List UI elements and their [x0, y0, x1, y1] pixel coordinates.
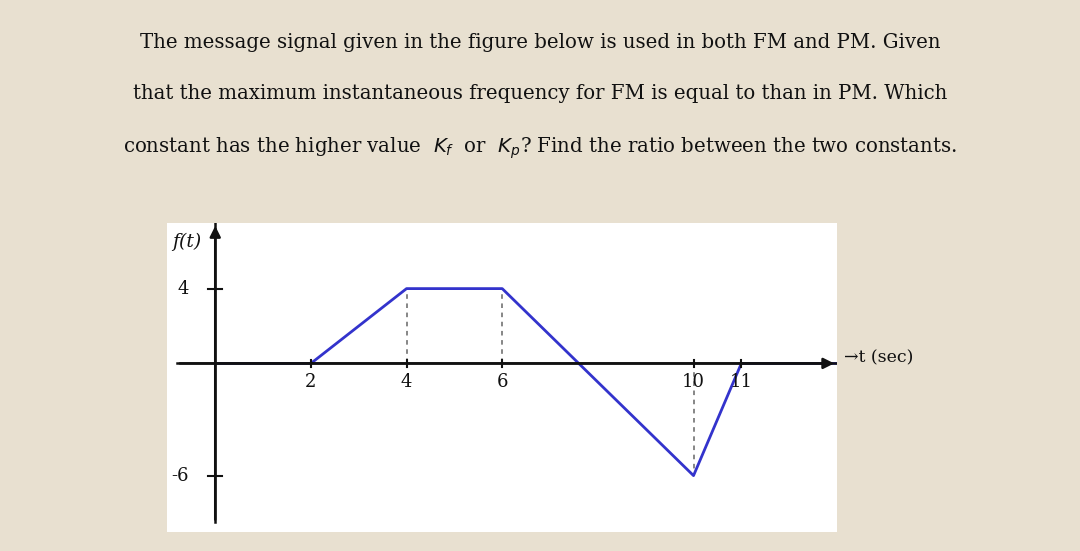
Text: that the maximum instantaneous frequency for FM is equal to than in PM. Which: that the maximum instantaneous frequency… [133, 84, 947, 103]
Text: 4: 4 [401, 373, 413, 391]
Text: The message signal given in the figure below is used in both FM and PM. Given: The message signal given in the figure b… [139, 33, 941, 51]
Text: f(t): f(t) [172, 233, 201, 251]
Text: 6: 6 [497, 373, 508, 391]
Text: →t (sec): →t (sec) [845, 349, 914, 366]
Text: 2: 2 [306, 373, 316, 391]
Text: 11: 11 [730, 373, 753, 391]
Text: -6: -6 [172, 467, 189, 485]
Text: constant has the higher value  $K_f$  or  $K_p$? Find the ratio between the two : constant has the higher value $K_f$ or $… [123, 135, 957, 160]
Text: 10: 10 [681, 373, 705, 391]
Text: 4: 4 [177, 279, 189, 298]
